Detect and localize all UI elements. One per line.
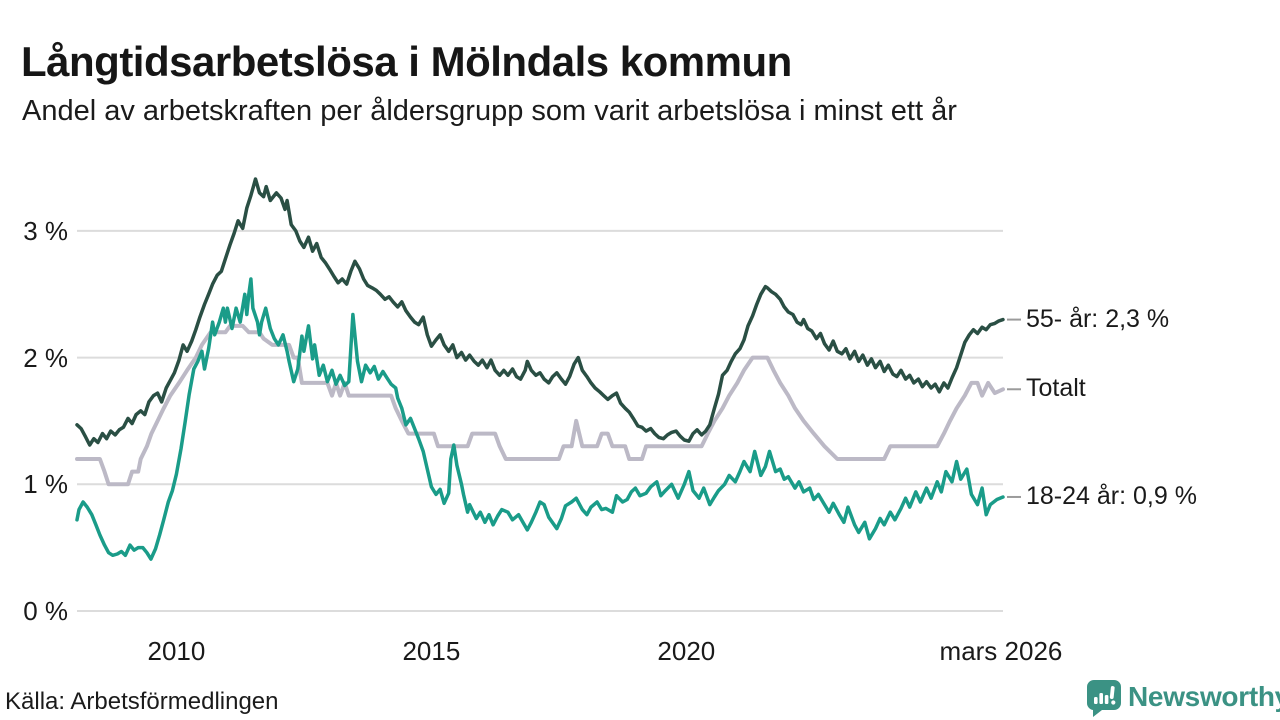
y-axis-label: 3 % [23,215,68,246]
series-line-18-24-r [75,277,1005,561]
series-end-ticks [1007,318,1021,498]
chart-subtitle: Andel av arbetskraften per åldersgrupp s… [22,95,957,127]
x-axis-label: mars 2026 [939,636,1063,666]
x-axis-label: 2020 [657,636,716,666]
x-axis-label: 2010 [147,636,206,666]
newsworthy-chart-bubble-icon [1086,680,1121,717]
series-line-55-r [75,177,1005,447]
series-end-label: Totalt [1026,374,1086,403]
brand-wordmark: Newsworthy [1128,681,1280,712]
gridlines [77,229,1003,612]
source-note: Källa: Arbetsförmedlingen [5,688,279,715]
y-axis-label: 0 % [23,596,68,626]
x-axis-label: 2015 [402,636,461,666]
y-axis-label: 1 % [23,469,68,500]
series-line-totalt [75,323,1005,487]
series-end-label: 18-24 år: 0,9 % [1026,481,1197,510]
y-axis-label: 2 % [23,342,68,373]
series-end-label: 55- år: 2,3 % [1026,304,1170,333]
page-title: Långtidsarbetslösa i Mölndals kommun [21,38,792,86]
chart-series [75,177,1005,561]
